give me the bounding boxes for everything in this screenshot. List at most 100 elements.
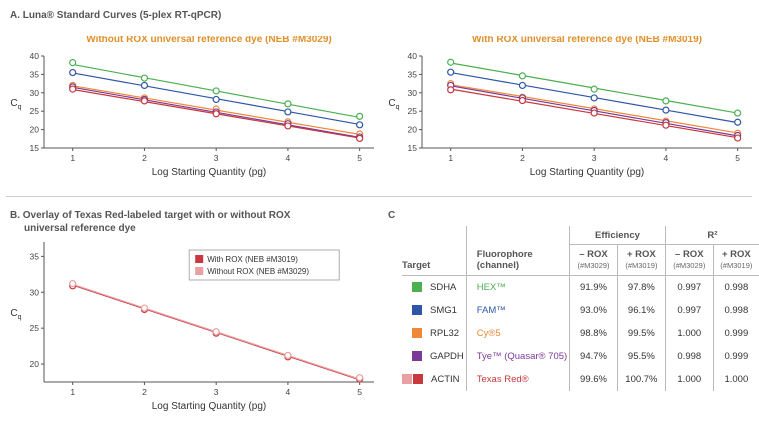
eff-plus-cell: 95.5% — [616, 345, 666, 368]
data-point — [69, 68, 77, 77]
fluor-cy5: Cy®5 — [465, 322, 570, 345]
chart-without-rox: Without ROX universal reference dye (NEB… — [10, 36, 374, 178]
target-smg1: SMG1 — [430, 305, 457, 316]
data-point — [140, 97, 149, 105]
data-point — [662, 121, 670, 129]
data-point — [447, 68, 455, 76]
data-point — [734, 118, 742, 126]
header-fluor-line2: (channel) — [476, 260, 519, 271]
target-gapdh: GAPDH — [430, 351, 464, 362]
legend-box — [188, 249, 340, 281]
data-point — [356, 134, 364, 143]
eff-minus-cell: 93.0% — [569, 299, 618, 322]
table-row: RPL32 Cy®5 98.8% 99.5% 1.000 0.999 — [402, 322, 759, 345]
legend-swatch — [195, 267, 204, 275]
swatch-sdha — [412, 282, 422, 293]
swatch-smg1 — [412, 305, 422, 316]
y-axis-label-subscript: q — [18, 314, 22, 321]
data-point — [140, 81, 149, 90]
swatch-actin-light — [402, 374, 412, 385]
data-point — [662, 106, 670, 114]
header-r2-plus-rox: + ROX (#M3019) — [712, 244, 759, 276]
swatch-rpl32 — [412, 328, 422, 339]
data-point — [69, 85, 77, 93]
data-point — [662, 97, 670, 105]
r2-minus-cat: (#M3029) — [673, 261, 706, 270]
data-point — [590, 109, 598, 117]
x-tick-label: 5 — [357, 153, 362, 163]
header-eff-minus-rox: – ROX (#M3029) — [569, 244, 618, 276]
x-tick-label: 3 — [592, 153, 597, 163]
section-b-title-line1: B. Overlay of Texas Red-labeled target w… — [10, 210, 291, 221]
y-tick-label: 20 — [30, 125, 40, 135]
fluor-fam: FAM™ — [465, 299, 570, 322]
chart-overlay-texas-red: 20 25 30 35 1 2 3 4 5 Log Starting Quantity (pg) C… — [10, 242, 374, 412]
x-tick-label: 1 — [70, 387, 75, 397]
fluor-hex: HEX™ — [465, 275, 570, 299]
data-point — [284, 122, 292, 130]
y-tick-label: 25 — [30, 323, 40, 333]
table-row: SDHA HEX™ 91.9% 97.8% 0.997 0.998 — [402, 275, 759, 299]
r2-plus-cell: 0.998 — [712, 299, 759, 322]
data-point — [69, 59, 77, 67]
header-fluor-line1: Fluorophore — [476, 249, 533, 260]
y-tick-label: 25 — [408, 106, 418, 116]
x-tick-label: 4 — [664, 153, 669, 163]
target-sdha: SDHA — [430, 282, 457, 293]
fluor-tye: Tye™ (Quasar® 705) — [465, 345, 570, 368]
x-axis-label: Log Starting Quantity (pg) — [152, 401, 267, 412]
y-axis-label: Cq — [10, 98, 21, 111]
eff-minus-cat: (#M3029) — [577, 261, 610, 270]
target-actin: ACTIN — [431, 374, 460, 385]
header-eff-plus-rox: + ROX (#M3019) — [616, 244, 666, 276]
target-cell: ACTIN — [402, 368, 466, 391]
x-tick-label: 5 — [357, 387, 362, 397]
x-tick-label: 1 — [70, 153, 75, 163]
eff-minus-label: – ROX — [579, 249, 608, 260]
data-point — [69, 280, 77, 288]
swatch-gapdh — [412, 351, 422, 362]
x-tick-label: 2 — [520, 153, 525, 163]
eff-plus-cat: (#M3019) — [625, 261, 658, 270]
data-point — [356, 112, 364, 120]
r2-minus-label: – ROX — [675, 249, 704, 260]
r2-minus-cell: 0.997 — [664, 299, 714, 322]
table-row: ACTIN Texas Red® 99.6% 100.7% 1.000 1.00… — [402, 368, 759, 391]
r2-minus-cell: 0.998 — [664, 345, 714, 368]
r2-plus-cell: 0.999 — [712, 322, 759, 345]
data-point — [140, 74, 149, 82]
header-target: Target — [402, 226, 467, 276]
results-table: Target Fluorophore (channel) Efficiency … — [402, 226, 759, 391]
x-tick-label: 3 — [214, 387, 219, 397]
y-tick-label: 20 — [408, 125, 418, 135]
target-rpl32: RPL32 — [430, 328, 460, 339]
eff-plus-cell: 96.1% — [616, 299, 666, 322]
eff-plus-cell: 100.7% — [616, 368, 666, 391]
legend-label: With ROX (NEB #M3019) — [207, 255, 298, 264]
swatch-actin — [413, 374, 423, 385]
data-point — [212, 87, 220, 95]
chart-title: With ROX universal reference dye (NEB #M… — [472, 36, 702, 45]
x-axis-label: Log Starting Quantity (pg) — [152, 167, 267, 178]
y-tick-label: 15 — [408, 143, 418, 153]
header-efficiency: Efficiency — [569, 226, 666, 245]
r2-minus-cell: 0.997 — [664, 275, 714, 299]
eff-plus-label: + ROX — [627, 249, 656, 260]
data-point — [284, 351, 292, 360]
legend-swatch — [195, 255, 204, 263]
y-axis-label-subscript: q — [396, 104, 400, 111]
x-tick-label: 2 — [142, 387, 147, 397]
fluor-texas-red: Texas Red® — [465, 368, 570, 391]
r2-plus-cell: 0.999 — [712, 345, 759, 368]
x-tick-label: 4 — [286, 387, 291, 397]
y-tick-label: 15 — [30, 143, 40, 153]
r2-plus-cell: 1.000 — [712, 368, 759, 391]
eff-minus-cell: 91.9% — [569, 275, 618, 299]
table-row: GAPDH Tye™ (Quasar® 705) 94.7% 95.5% 0.9… — [402, 345, 759, 368]
data-point — [734, 109, 742, 117]
header-r2: R² — [664, 226, 759, 245]
y-tick-label: 35 — [30, 251, 40, 261]
y-axis-label: Cq — [10, 308, 21, 321]
data-point — [590, 85, 598, 93]
section-b-title-line2: universal reference dye — [24, 223, 136, 234]
